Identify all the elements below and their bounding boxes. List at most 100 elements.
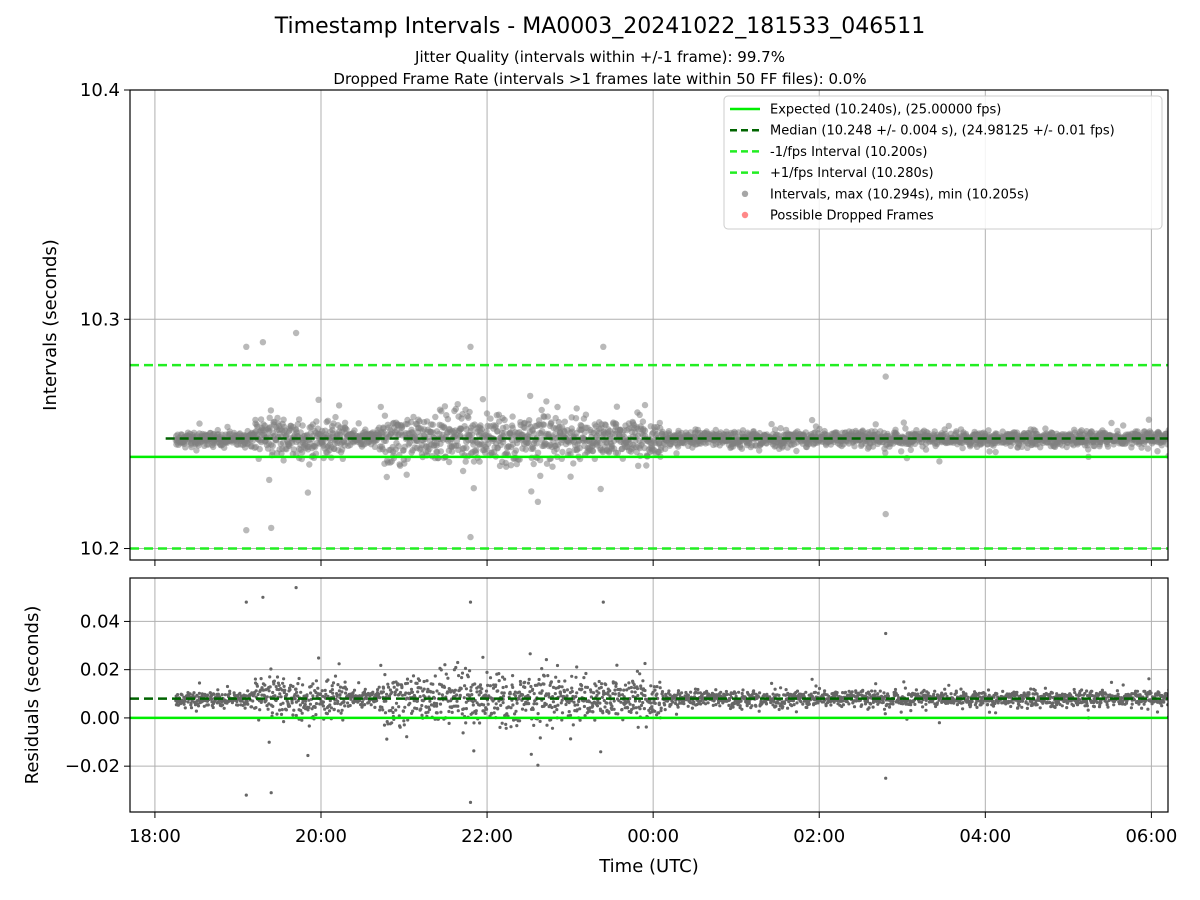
residual-point [371,690,375,694]
residual-point [538,736,542,740]
residual-point [323,688,327,693]
residual-point [176,703,180,707]
residual-point [865,700,870,704]
residual-point [426,687,430,692]
interval-point [462,458,469,465]
residual-point [531,687,535,691]
residual-point [594,684,598,688]
interval-point [771,426,779,433]
residual-point [754,704,758,708]
residual-point [189,706,194,710]
residual-point [439,710,443,714]
residual-point [881,700,885,705]
residual-point [261,688,265,692]
interval-point [614,449,621,457]
residual-point [638,699,642,703]
residual-point [478,683,483,687]
residual-point [636,725,640,729]
residual-point [351,691,355,695]
residual-point [655,692,659,696]
residual-point [1029,687,1033,691]
residual-point [239,694,243,698]
residual-point [337,662,341,666]
interval-point [851,443,858,450]
residual-point [548,683,552,688]
residual-point [266,707,270,711]
residual-point [1042,699,1046,703]
interval-point [533,440,540,447]
residual-point [932,692,936,697]
residual-point [572,700,576,704]
residual-point [562,688,566,693]
residual-point [592,691,596,695]
residual-point [440,693,444,697]
residual-point [446,699,450,703]
residual-point [719,694,723,698]
residual-point [632,706,636,710]
residual-point [584,671,588,676]
residual-point [517,697,521,701]
interval-point [1144,445,1152,452]
residual-point [254,706,258,710]
residual-point [262,694,267,698]
residual-point [603,705,607,709]
residual-point [493,706,497,710]
residual-point [500,721,504,725]
residual-point [388,688,392,692]
residual-point [391,710,395,715]
residual-point [882,691,886,695]
residual-point [504,685,508,689]
residual-point [634,706,638,710]
residual-point [524,708,528,712]
residual-point [667,689,671,693]
residual-point [464,687,468,691]
residual-point [327,709,332,713]
residual-point [397,705,401,709]
interval-point [438,408,445,415]
residual-point [1017,703,1021,707]
residual-point [395,688,399,692]
interval-point [467,343,474,350]
interval-point [898,448,905,455]
residual-point [731,705,735,709]
residual-point [1011,701,1015,705]
residual-point [1043,686,1047,690]
residual-point [438,702,443,706]
residual-point [526,681,531,685]
interval-point [793,447,800,455]
interval-point [221,444,228,451]
interval-point [257,416,265,423]
residual-point [284,708,288,712]
residual-point [216,688,220,692]
interval-point [816,425,823,433]
residual-point [893,687,898,692]
intervals-y-tick-label: 10.3 [80,309,120,330]
residual-point [1049,705,1053,709]
residual-point [975,705,979,710]
residual-point [486,702,490,706]
residual-point [817,686,822,691]
interval-point [280,457,287,464]
interval-point [900,419,907,426]
residual-point [587,700,592,704]
residual-point [639,703,644,708]
residual-point [612,699,616,703]
residual-point [724,689,729,694]
interval-point [936,458,943,465]
residual-point [580,683,584,688]
residual-point [993,701,997,706]
residual-point [790,704,794,708]
residual-point [810,694,815,699]
residual-point [747,701,751,706]
residual-point [625,705,629,709]
residual-point [398,690,403,695]
residual-point [719,690,723,694]
residual-point [409,679,413,684]
interval-point [483,410,491,417]
residual-point [529,684,533,689]
residual-point [599,685,603,690]
residual-point [629,685,634,690]
residual-point [706,701,710,705]
residual-point [682,702,686,706]
interval-points [172,329,1168,541]
